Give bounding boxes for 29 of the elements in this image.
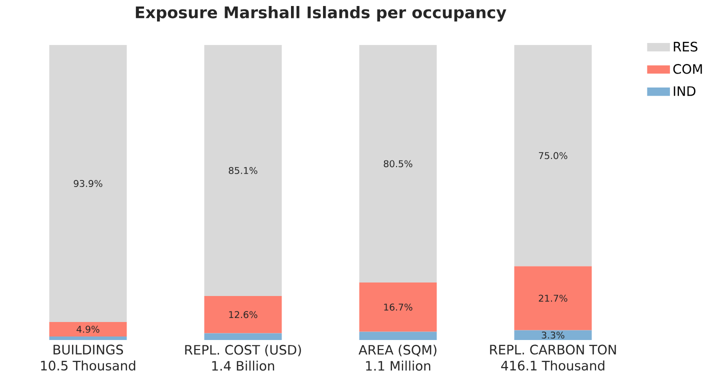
- bar: [49, 44, 127, 322]
- data-label: 4.9%: [76, 326, 100, 333]
- bar: [359, 332, 437, 340]
- x-tick-label: AREA (SQM) 1.1 Million: [358, 344, 436, 371]
- legend-label: IND: [674, 86, 696, 96]
- bar: [514, 266, 592, 330]
- chart-title: Exposure Marshall Islands per occupancy: [136, 6, 506, 22]
- bar: [204, 296, 282, 334]
- data-label: 12.6%: [229, 311, 258, 318]
- bar: [359, 44, 437, 282]
- x-tick-label: REPL. COST (USD) 1.4 Billion: [185, 344, 301, 371]
- x-tick-label: REPL. CARBON TON 416.1 Thousand: [490, 344, 616, 371]
- bar: [204, 44, 282, 296]
- legend-label: COM: [673, 64, 702, 74]
- data-label: 75.0%: [538, 152, 568, 160]
- bar: [49, 336, 127, 340]
- data-label: 3.3%: [542, 332, 564, 339]
- bar: [359, 282, 437, 332]
- data-label: 85.1%: [228, 166, 258, 174]
- data-label: 16.7%: [384, 304, 412, 311]
- data-label: 93.9%: [74, 180, 102, 188]
- data-label: 80.5%: [384, 160, 412, 168]
- legend-label: RES: [674, 42, 698, 52]
- data-label: 21.7%: [538, 294, 568, 302]
- bar: [514, 44, 592, 266]
- bar: [204, 333, 282, 340]
- bar: [514, 330, 592, 340]
- x-tick-label: BUILDINGS 10.5 Thousand: [41, 344, 136, 371]
- bar: [49, 322, 127, 336]
